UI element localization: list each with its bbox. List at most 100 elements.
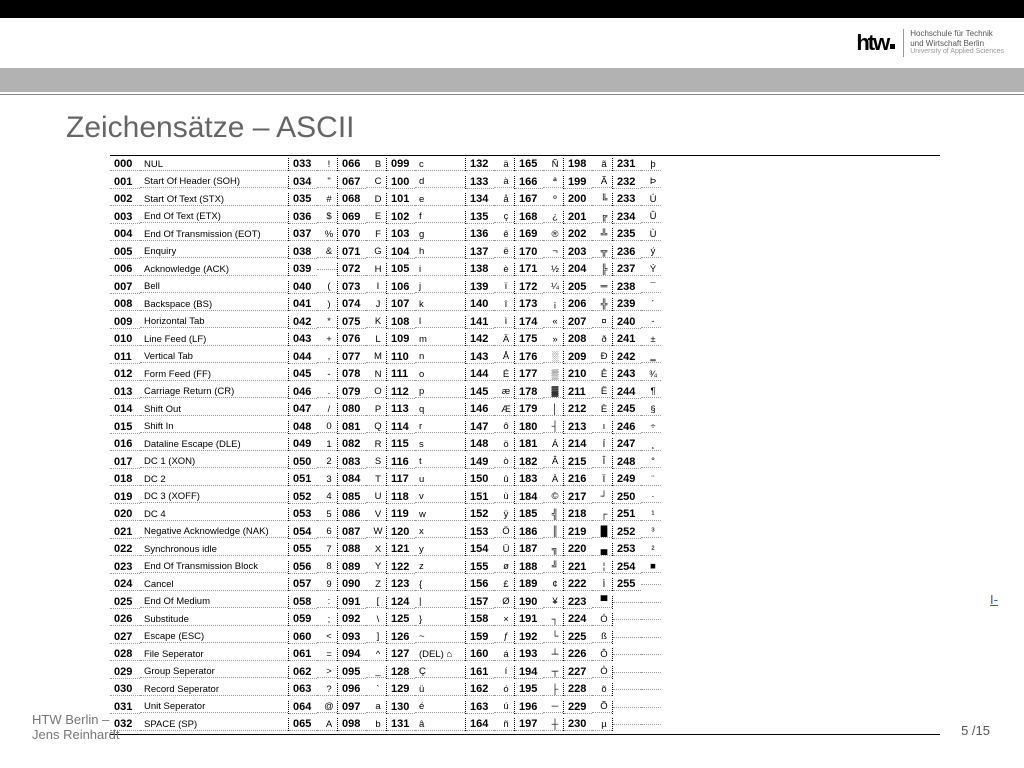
cell-group: 129ü <box>387 683 466 696</box>
cell-group: 206╬ <box>564 298 613 311</box>
cell-group: 060< <box>289 631 338 644</box>
cell-group: 109m <box>387 333 466 346</box>
cell-value: ║ <box>543 526 563 538</box>
table-row: 017DC 1 (XON)0502083S116t149ò182Â215Î248… <box>110 454 940 472</box>
cell-code: 121 <box>387 543 415 556</box>
cell-value: Ì <box>592 579 612 591</box>
cell-code: 163 <box>466 701 494 714</box>
cell-value: ¨ <box>641 474 661 486</box>
cell-group: 247¸ <box>613 438 661 451</box>
cell-group: 023End Of Transmission Block <box>110 561 289 574</box>
cell-code: 070 <box>338 228 366 241</box>
cell-code: 130 <box>387 701 415 714</box>
logo-line2: und Wirtschaft Berlin <box>910 39 1004 49</box>
cell-code: 137 <box>466 246 494 259</box>
cell-group: 115s <box>387 438 466 451</box>
cell-code: 030 <box>110 683 140 696</box>
top-black-bar <box>0 0 1024 18</box>
cell-code: 066 <box>338 158 366 171</box>
cell-code: 252 <box>613 526 641 539</box>
cell-value: Shift Out <box>140 404 288 416</box>
cell-group: 224Ó <box>564 613 613 626</box>
cell-value: o <box>415 369 465 381</box>
table-row: 004End Of Transmission (EOT)037%070F103g… <box>110 226 940 244</box>
gray-band <box>0 68 1024 92</box>
cell-value: ▄ <box>592 544 612 556</box>
cell-group: 016Dataline Escape (DLE) <box>110 438 289 451</box>
cell-value: Í <box>592 439 612 451</box>
cell-value: Õ <box>592 701 612 713</box>
cell-value: Y <box>366 561 386 573</box>
cell-group: 213ı <box>564 421 613 434</box>
cell-value: d <box>415 176 465 188</box>
cell-code: 218 <box>564 508 592 521</box>
cell-value: Þ <box>641 176 661 188</box>
cell-value: DC 4 <box>140 509 288 521</box>
cell-code: 242 <box>613 351 641 364</box>
cell-code: 196 <box>515 701 543 714</box>
cell-group: 143Å <box>466 351 515 364</box>
cell-group: 128Ç <box>387 666 466 679</box>
cell-value: æ <box>494 386 514 398</box>
cell-group: 070F <box>338 228 387 241</box>
cell-code: 199 <box>564 176 592 189</box>
cell-value: ~ <box>415 631 465 643</box>
cell-value: DC 2 <box>140 474 288 486</box>
cell-code: 165 <box>515 158 543 171</box>
cell-group: 139ï <box>466 281 515 294</box>
cell-value: Group Seperator <box>140 666 288 678</box>
cell-code: 021 <box>110 526 140 539</box>
cell-group: 002Start Of Text (STX) <box>110 193 289 206</box>
cell-code: 037 <box>289 228 317 241</box>
logo-line1: Hochschule für Technik <box>910 29 1004 39</box>
cell-group: 121y <box>387 543 466 556</box>
cell-code: 058 <box>289 596 317 609</box>
cell-code: 148 <box>466 438 494 451</box>
cell-code: 244 <box>613 386 641 399</box>
cell-code: 181 <box>515 438 543 451</box>
cell-value: ▀ <box>592 596 612 608</box>
cell-value: e <box>415 194 465 206</box>
cell-group: 255 <box>613 578 661 591</box>
cell-code: 033 <box>289 158 317 171</box>
cell-value: ó <box>494 684 514 696</box>
cell-code: 157 <box>466 596 494 609</box>
cell-value: ■ <box>641 561 661 573</box>
cell-group: 078N <box>338 368 387 381</box>
cell-value: ð <box>592 334 612 346</box>
table-row: 028File Seperator061=094^127(DEL) ⌂160á1… <box>110 646 940 664</box>
cell-group: 198ã <box>564 158 613 171</box>
cell-value: Ô <box>592 649 612 661</box>
cell-value: Ü <box>494 544 514 556</box>
cell-group: 007Bell <box>110 281 289 294</box>
cell-code: 108 <box>387 316 415 329</box>
cell-group: 090Z <box>338 578 387 591</box>
cell-code: 036 <box>289 211 317 224</box>
cell-code: 080 <box>338 403 366 416</box>
cell-code: 035 <box>289 193 317 206</box>
cell-code: 159 <box>466 631 494 644</box>
cell-code: 179 <box>515 403 543 416</box>
cell-group: 199Ã <box>564 176 613 189</box>
cell-group: 142Ä <box>466 333 515 346</box>
cell-value: © <box>543 491 563 503</box>
cell-group: 022Synchronous idle <box>110 543 289 556</box>
table-row: 027Escape (ESC)060<093]126~159ƒ192└225ß <box>110 629 940 647</box>
cell-code: 103 <box>387 228 415 241</box>
cell-code: 052 <box>289 491 317 504</box>
cell-code: 092 <box>338 613 366 626</box>
cell-group: 105i <box>387 263 466 276</box>
cell-code: 158 <box>466 613 494 626</box>
cell-group: 110n <box>387 351 466 364</box>
cell-value: 7 <box>317 544 337 556</box>
cell-code: 215 <box>564 456 592 469</box>
cell-group: 085U <box>338 491 387 504</box>
cell-code <box>613 672 641 673</box>
cell-code: 132 <box>466 158 494 171</box>
cell-group: 0579 <box>289 578 338 591</box>
cell-group: 230µ <box>564 718 613 731</box>
cell-group: 080P <box>338 403 387 416</box>
cell-code: 007 <box>110 281 140 294</box>
cell-value: È <box>592 404 612 416</box>
cell-code: 127 <box>387 648 415 661</box>
